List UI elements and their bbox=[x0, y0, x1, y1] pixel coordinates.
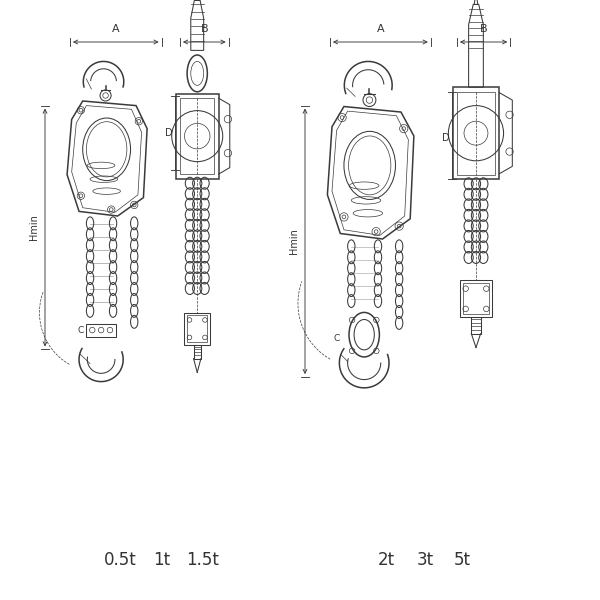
Text: 0.5t: 0.5t bbox=[104, 551, 136, 569]
Text: 1.5t: 1.5t bbox=[187, 551, 220, 569]
Bar bbox=[176, 94, 219, 179]
Text: D: D bbox=[442, 133, 450, 143]
Bar bbox=[184, 313, 210, 345]
Text: Hmin: Hmin bbox=[289, 229, 299, 254]
Bar bbox=[472, 317, 481, 334]
Text: D: D bbox=[166, 128, 173, 138]
Text: B: B bbox=[200, 24, 208, 34]
Bar bbox=[194, 345, 201, 359]
Text: 2t: 2t bbox=[377, 551, 395, 569]
Text: A: A bbox=[377, 24, 384, 34]
Bar bbox=[181, 98, 214, 174]
Text: A: A bbox=[112, 24, 119, 34]
Bar bbox=[86, 323, 116, 337]
Text: C: C bbox=[77, 326, 83, 335]
Bar bbox=[463, 283, 490, 314]
Text: 1t: 1t bbox=[154, 551, 170, 569]
Text: Hmin: Hmin bbox=[29, 215, 39, 241]
Bar bbox=[187, 316, 208, 342]
Text: B: B bbox=[480, 24, 487, 34]
Text: 5t: 5t bbox=[454, 551, 470, 569]
Text: 3t: 3t bbox=[416, 551, 434, 569]
Bar bbox=[452, 87, 499, 179]
Bar bbox=[457, 92, 495, 175]
Text: C: C bbox=[333, 334, 340, 343]
Bar bbox=[460, 280, 492, 317]
